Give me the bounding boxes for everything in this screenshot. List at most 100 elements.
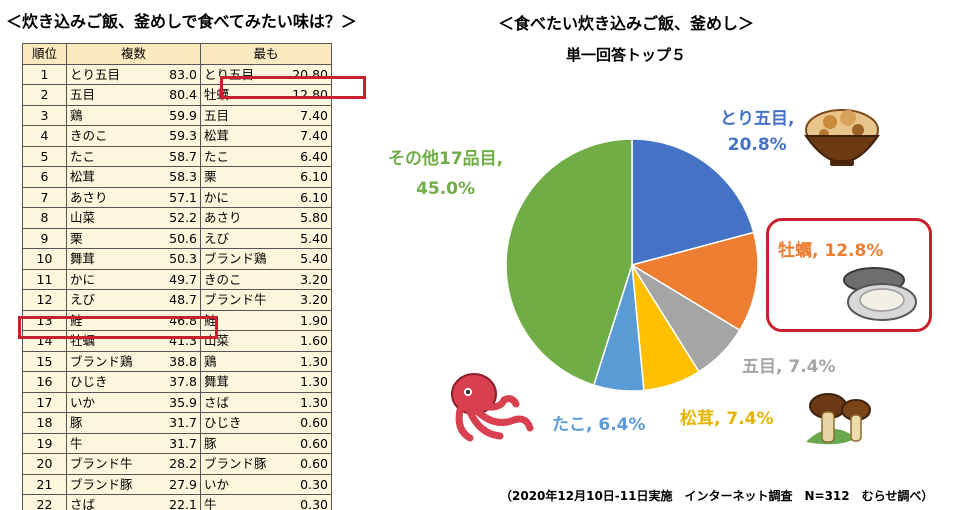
- table-row: 10 舞茸 50.3 ブランド鶏 5.40: [22, 248, 332, 270]
- table-row: 3 鶏 59.9 五目 7.40: [22, 104, 332, 126]
- left-title: ＜炊き込みご飯、釜めしで食べてみたい味は？＞: [6, 12, 357, 31]
- table-row: 5 たこ 58.7 たこ 6.40: [22, 145, 332, 167]
- pie-slice-5: [505, 138, 633, 386]
- ranking-table: 順位 複数 最も 1 とり五目 83.0 とり五目 20.80 2 五目 80.4 牡蠣 12.8…: [22, 43, 332, 510]
- label-oyster: 牡蠣, 12.8%: [778, 241, 884, 261]
- multi-name-cell: えび: [66, 289, 142, 311]
- multi-name-cell: あさり: [66, 186, 142, 208]
- oyster-highlight-frame: [766, 218, 932, 332]
- oyster-illustration: [843, 267, 917, 321]
- multi-value-cell: 31.7: [141, 432, 201, 454]
- single-value-cell: 0.60: [270, 432, 332, 454]
- single-name-cell: 鶏: [200, 350, 271, 372]
- multi-name-cell: ブランド鶏: [66, 350, 142, 372]
- rank-cell: 11: [22, 268, 67, 290]
- table-row: 1 とり五目 83.0 とり五目 20.80: [22, 63, 332, 85]
- multi-name-cell: 五目: [66, 84, 142, 106]
- multi-name-cell: ブランド豚: [66, 473, 142, 495]
- multi-value-cell: 38.8: [141, 350, 201, 372]
- single-value-cell: 1.60: [270, 330, 332, 352]
- multi-name-cell: かに: [66, 268, 142, 290]
- rank-cell: 22: [22, 494, 67, 510]
- highlight-oyster-single: [220, 76, 366, 99]
- rank-cell: 18: [22, 412, 67, 434]
- multi-name-cell: 牡蠣: [66, 330, 142, 352]
- single-value-cell: 0.30: [270, 473, 332, 495]
- single-value-cell: 3.20: [270, 289, 332, 311]
- label-other-name: その他17品目,: [388, 149, 504, 169]
- label-matsutake: 松茸, 7.4%: [680, 409, 774, 429]
- rank-cell: 15: [22, 350, 67, 372]
- rank-cell: 5: [22, 145, 67, 167]
- multi-value-cell: 22.1: [141, 494, 201, 510]
- multi-value-cell: 83.0: [141, 63, 201, 85]
- label-other-pct: 45.0%: [416, 179, 476, 199]
- single-value-cell: 6.10: [270, 186, 332, 208]
- single-name-cell: ブランド牛: [200, 289, 271, 311]
- table-row: 4 きのこ 59.3 松茸 7.40: [22, 125, 332, 147]
- multi-name-cell: 豚: [66, 412, 142, 434]
- table-body: 1 とり五目 83.0 とり五目 20.80 2 五目 80.4 牡蠣 12.80 3 鶏 59.9 五目…: [22, 63, 332, 510]
- single-value-cell: 1.30: [270, 391, 332, 413]
- multi-value-cell: 58.7: [141, 145, 201, 167]
- single-name-cell: あさり: [200, 207, 271, 229]
- single-value-cell: 5.40: [270, 248, 332, 270]
- multi-value-cell: 58.3: [141, 166, 201, 188]
- multi-value-cell: 57.1: [141, 186, 201, 208]
- single-name-cell: ブランド鶏: [200, 248, 271, 270]
- table-row: 13 鮭 46.8 鮭 1.90: [22, 309, 332, 331]
- pie-slice-1: [630, 231, 759, 332]
- single-value-cell: 5.80: [270, 207, 332, 229]
- multi-value-cell: 48.7: [141, 289, 201, 311]
- label-torigomoku: とり五目, 20.8%: [720, 104, 794, 155]
- multi-name-cell: 山菜: [66, 207, 142, 229]
- single-name-cell: とり五目: [200, 63, 271, 85]
- multi-name-cell: きのこ: [66, 125, 142, 147]
- single-name-cell: 舞茸: [200, 371, 271, 393]
- multi-name-cell: たこ: [66, 145, 142, 167]
- multi-value-cell: 35.9: [141, 391, 201, 413]
- multi-value-cell: 52.2: [141, 207, 201, 229]
- table-row: 16 ひじき 37.8 舞茸 1.30: [22, 371, 332, 393]
- multi-name-cell: さば: [66, 494, 142, 510]
- label-torigomoku-name: とり五目,: [720, 109, 795, 129]
- rank-cell: 20: [22, 453, 67, 475]
- multi-value-cell: 37.8: [141, 371, 201, 393]
- right-title: ＜食べたい炊き込みご飯、釜めし＞: [498, 14, 755, 33]
- rank-cell: 21: [22, 473, 67, 495]
- table-row: 6 松茸 58.3 栗 6.10: [22, 166, 332, 188]
- multi-value-cell: 49.7: [141, 268, 201, 290]
- multi-value-cell: 31.7: [141, 412, 201, 434]
- label-tako: たこ, 6.4%: [552, 415, 646, 435]
- header-multiple: 複数: [66, 43, 201, 65]
- rank-cell: 12: [22, 289, 67, 311]
- single-value-cell: 7.40: [270, 125, 332, 147]
- rank-cell: 3: [22, 104, 67, 126]
- table-row: 14 牡蠣 41.3 山菜 1.60: [22, 330, 332, 352]
- single-value-cell: 6.40: [270, 145, 332, 167]
- rice-bowl-illustration: [804, 109, 880, 166]
- footnote: （2020年12月10日-11日実施 インターネット調査 N=312 むらせ調べ…: [500, 489, 934, 503]
- table-row: 2 五目 80.4 牡蠣 12.80: [22, 84, 332, 106]
- multi-value-cell: 50.6: [141, 227, 201, 249]
- single-name-cell: きのこ: [200, 268, 271, 290]
- matsutake-illustration: [806, 393, 871, 445]
- table-row: 22 さば 22.1 牛 0.30: [22, 494, 332, 510]
- table-header-row: 順位 複数 最も: [22, 43, 332, 65]
- table-row: 7 あさり 57.1 かに 6.10: [22, 186, 332, 208]
- rank-cell: 4: [22, 125, 67, 147]
- rank-cell: 9: [22, 227, 67, 249]
- multi-name-cell: 鶏: [66, 104, 142, 126]
- single-value-cell: 5.40: [270, 227, 332, 249]
- multi-name-cell: いか: [66, 391, 142, 413]
- multi-name-cell: とり五目: [66, 63, 142, 85]
- single-value-cell: 0.30: [270, 494, 332, 510]
- octopus-illustration: [451, 373, 534, 442]
- table-row: 15 ブランド鶏 38.8 鶏 1.30: [22, 350, 332, 372]
- table-row: 20 ブランド牛 28.2 ブランド豚 0.60: [22, 453, 332, 475]
- single-name-cell: かに: [200, 186, 271, 208]
- table-row: 19 牛 31.7 豚 0.60: [22, 432, 332, 454]
- highlight-row-14: [18, 316, 218, 339]
- label-gomoku: 五目, 7.4%: [742, 357, 836, 377]
